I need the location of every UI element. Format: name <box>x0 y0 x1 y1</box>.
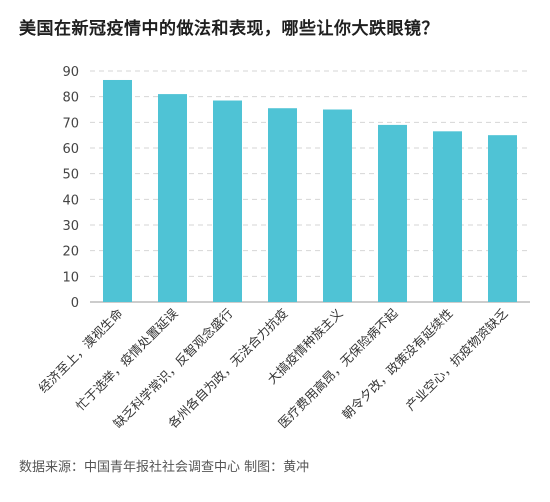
gridlines <box>90 70 530 303</box>
bar <box>378 124 407 303</box>
y-tick-label: 40 <box>62 193 79 208</box>
y-axis-ticks: 0 10 20 30 40 50 60 70 80 90 <box>62 65 79 311</box>
source-note: 数据来源：中国青年报社社会调查中心 制图：黄冲 <box>19 460 310 475</box>
y-tick-label: 60 <box>62 142 79 157</box>
chart-title: 美国在新冠疫情中的做法和表现，哪些让你大跌眼镜？ <box>19 19 439 39</box>
y-tick-label: 10 <box>62 270 79 285</box>
x-tick-label: 朝令夕改，政策没有延续性 <box>339 306 456 423</box>
y-tick-label: 70 <box>62 116 79 131</box>
bar <box>213 100 242 303</box>
y-tick-label: 80 <box>62 91 79 106</box>
x-tick-label: 产业空心，抗疫物资缺乏 <box>403 305 511 413</box>
bar-chart: 0 10 20 30 40 50 60 70 80 90 经济至上，漠视生命忙于选举，疫情处置延误… <box>35 65 530 431</box>
y-tick-label: 90 <box>62 65 79 80</box>
y-tick-label: 20 <box>62 245 79 260</box>
bar <box>103 79 132 302</box>
bar <box>323 109 352 302</box>
y-tick-label: 50 <box>62 168 79 183</box>
bar <box>433 131 462 302</box>
bar <box>268 108 297 302</box>
y-tick-label: 0 <box>71 296 79 311</box>
y-tick-label: 30 <box>62 219 79 234</box>
x-axis-labels: 经济至上，漠视生命忙于选举，疫情处置延误缺乏科学常识，反智观念盛行各州各自为政，… <box>35 305 511 431</box>
x-tick-label: 忙于选举，疫情处置延误 <box>73 305 181 413</box>
bars <box>103 79 517 303</box>
bar <box>488 135 517 302</box>
bar <box>158 94 187 302</box>
